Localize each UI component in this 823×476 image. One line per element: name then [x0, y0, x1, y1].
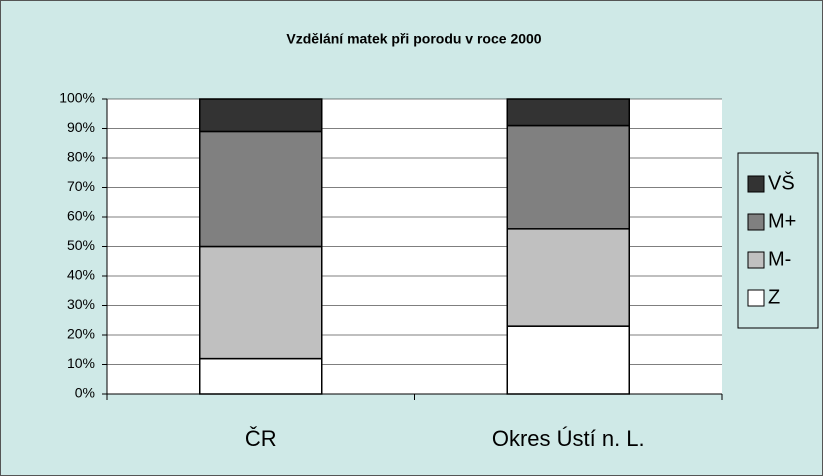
bar-segment [506, 228, 630, 327]
legend-swatch [747, 213, 765, 231]
legend-label: M+ [768, 210, 796, 232]
x-tick-label: ČR [245, 426, 277, 451]
y-tick-label: 100% [59, 90, 95, 106]
bar-segment [506, 98, 630, 127]
y-tick-label: 50% [67, 237, 95, 253]
y-tick-label: 30% [67, 296, 95, 312]
bar-segment [199, 245, 323, 360]
y-tick-label: 0% [75, 385, 95, 401]
y-tick-label: 20% [67, 326, 95, 342]
y-tick-label: 70% [67, 178, 95, 194]
bar-segment [506, 325, 630, 395]
bar-segment [199, 357, 323, 395]
legend-swatch [747, 251, 765, 269]
bar-segment [199, 130, 323, 248]
bar-segment [506, 124, 630, 230]
legend-swatch [747, 289, 765, 307]
chart-title: Vzdělání matek při porodu v roce 2000 [286, 31, 541, 47]
x-tick-label: Okres Ústí n. L. [492, 426, 645, 451]
y-tick-label: 80% [67, 149, 95, 165]
y-tick-label: 40% [67, 267, 95, 283]
legend-label: Z [768, 286, 780, 308]
y-tick-label: 10% [67, 355, 95, 371]
legend-label: VŠ [768, 171, 795, 194]
bar-segment [199, 98, 323, 133]
y-tick-label: 90% [67, 119, 95, 135]
legend-label: M- [768, 248, 791, 270]
legend-swatch [747, 175, 765, 193]
y-tick-label: 60% [67, 208, 95, 224]
